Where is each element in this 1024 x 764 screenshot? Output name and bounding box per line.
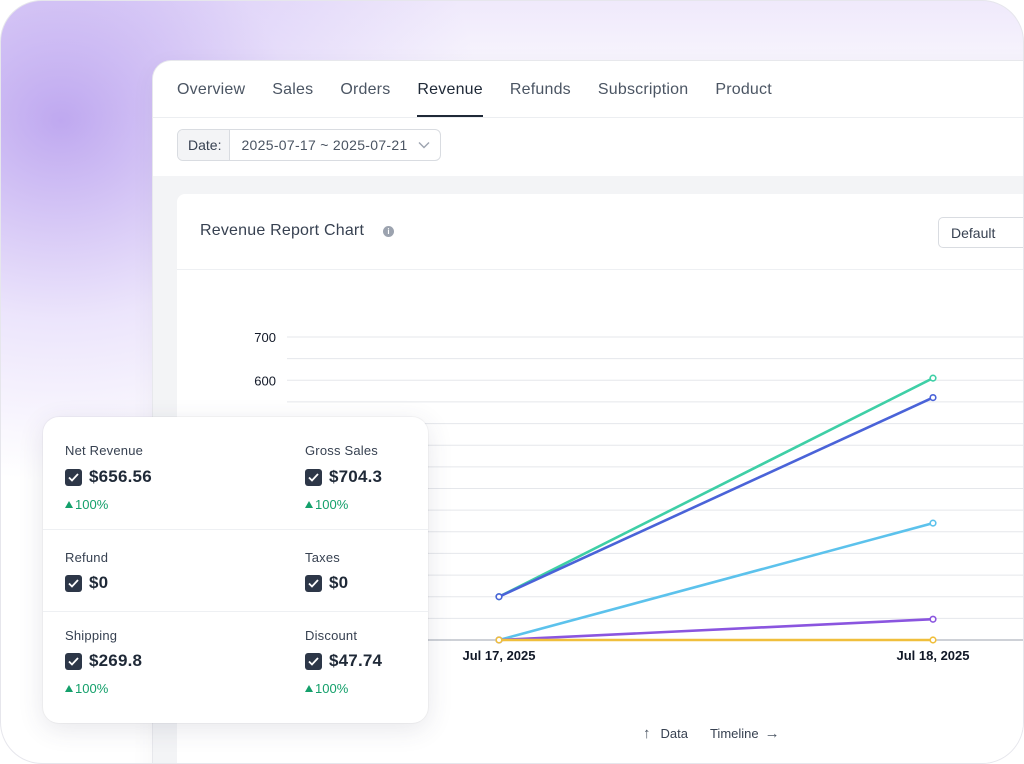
- stat-label: Shipping: [65, 628, 118, 643]
- chart-axis-controls: ↑ Data Timeline →: [643, 725, 802, 742]
- data-point[interactable]: [929, 636, 937, 644]
- date-range-picker[interactable]: Date: 2025-07-17 ~ 2025-07-21: [177, 129, 441, 161]
- triangle-up-icon: [65, 501, 73, 508]
- check-icon: [68, 578, 79, 588]
- stats-row: Shipping $269.8 100% Discount: [43, 612, 428, 723]
- data-point[interactable]: [929, 374, 937, 382]
- summary-stats-card: Net Revenue $656.56 100% Gross Sales: [43, 417, 428, 723]
- stat-change-value: 100%: [75, 497, 109, 512]
- y-tick-label: 600: [254, 373, 276, 388]
- stat-value: $47.74: [329, 651, 383, 670]
- stat-value: $656.56: [89, 467, 152, 486]
- x-tick-label: Jul 18, 2025: [897, 648, 970, 663]
- x-tick-label: Jul 17, 2025: [463, 648, 536, 663]
- check-icon: [68, 656, 79, 666]
- stat-label: Refund: [65, 550, 109, 565]
- tab-sales[interactable]: Sales: [272, 81, 314, 98]
- chart-view-select[interactable]: Default: [938, 217, 1023, 248]
- stat-change: 100%: [65, 497, 108, 512]
- stat-value: $704.3: [329, 467, 383, 486]
- chart-card-header: Revenue Report Chart i Default: [177, 194, 1023, 270]
- triangle-up-icon: [305, 501, 313, 508]
- stats-row: Refund $0 Taxes $0: [43, 530, 428, 612]
- stat-label: Taxes: [305, 550, 340, 565]
- stat-value: $269.8: [89, 651, 143, 670]
- check-icon: [308, 656, 319, 666]
- check-icon: [308, 472, 319, 482]
- check-icon: [308, 578, 319, 588]
- data-point[interactable]: [495, 593, 503, 601]
- chevron-down-icon[interactable]: [418, 141, 440, 149]
- arrow-up-icon: ↑: [643, 725, 651, 742]
- stats-row: Net Revenue $656.56 100% Gross Sales: [43, 417, 428, 530]
- check-icon: [68, 472, 79, 482]
- stat-label: Discount: [305, 628, 358, 643]
- date-label: Date:: [178, 130, 231, 160]
- tab-orders[interactable]: Orders: [340, 81, 391, 98]
- info-icon[interactable]: i: [383, 226, 394, 237]
- series-line: [498, 617, 934, 642]
- stat-change-value: 100%: [315, 497, 349, 512]
- tab-product[interactable]: Product: [715, 81, 772, 98]
- timeline-axis-toggle[interactable]: Timeline →: [710, 725, 780, 742]
- stat-label: Net Revenue: [65, 443, 144, 458]
- triangle-up-icon: [65, 685, 73, 692]
- shipping-checkbox[interactable]: [65, 652, 82, 670]
- discount-checkbox[interactable]: [305, 652, 322, 670]
- stat-change: 100%: [65, 681, 108, 696]
- series-line: [498, 521, 934, 642]
- tab-subscription[interactable]: Subscription: [597, 81, 689, 98]
- data-point[interactable]: [929, 519, 937, 527]
- tab-overview[interactable]: Overview: [177, 81, 246, 98]
- net-revenue-checkbox[interactable]: [65, 468, 82, 486]
- taxes-checkbox[interactable]: [305, 574, 322, 592]
- data-point[interactable]: [929, 394, 937, 402]
- stat-change: 100%: [305, 681, 348, 696]
- data-point[interactable]: [495, 636, 503, 644]
- date-range-value[interactable]: 2025-07-17 ~ 2025-07-21: [241, 137, 408, 153]
- timeline-axis-label: Timeline: [709, 726, 759, 741]
- series-line: [498, 396, 934, 598]
- y-tick-label: 700: [254, 330, 276, 345]
- stat-change-value: 100%: [75, 681, 109, 696]
- stat-label: Gross Sales: [305, 443, 379, 458]
- stat-change: 100%: [305, 497, 348, 512]
- arrow-right-icon: →: [764, 725, 780, 742]
- chart-title: Revenue Report Chart: [200, 222, 365, 239]
- tab-refunds[interactable]: Refunds: [509, 81, 571, 98]
- tab-revenue[interactable]: Revenue: [417, 81, 484, 117]
- series-line: [498, 376, 934, 598]
- stat-value: $0: [329, 573, 349, 592]
- tab-bar: Overview Sales Orders Revenue Refunds Su…: [153, 61, 1023, 118]
- stat-value: $0: [89, 573, 109, 592]
- data-point[interactable]: [929, 615, 937, 623]
- filter-bar: Date: 2025-07-17 ~ 2025-07-21: [153, 118, 1023, 176]
- data-axis-label: Data: [660, 726, 688, 741]
- data-axis-toggle[interactable]: ↑ Data: [643, 725, 688, 742]
- triangle-up-icon: [305, 685, 313, 692]
- refund-checkbox[interactable]: [65, 574, 82, 592]
- stat-change-value: 100%: [315, 681, 349, 696]
- gross-sales-checkbox[interactable]: [305, 468, 322, 486]
